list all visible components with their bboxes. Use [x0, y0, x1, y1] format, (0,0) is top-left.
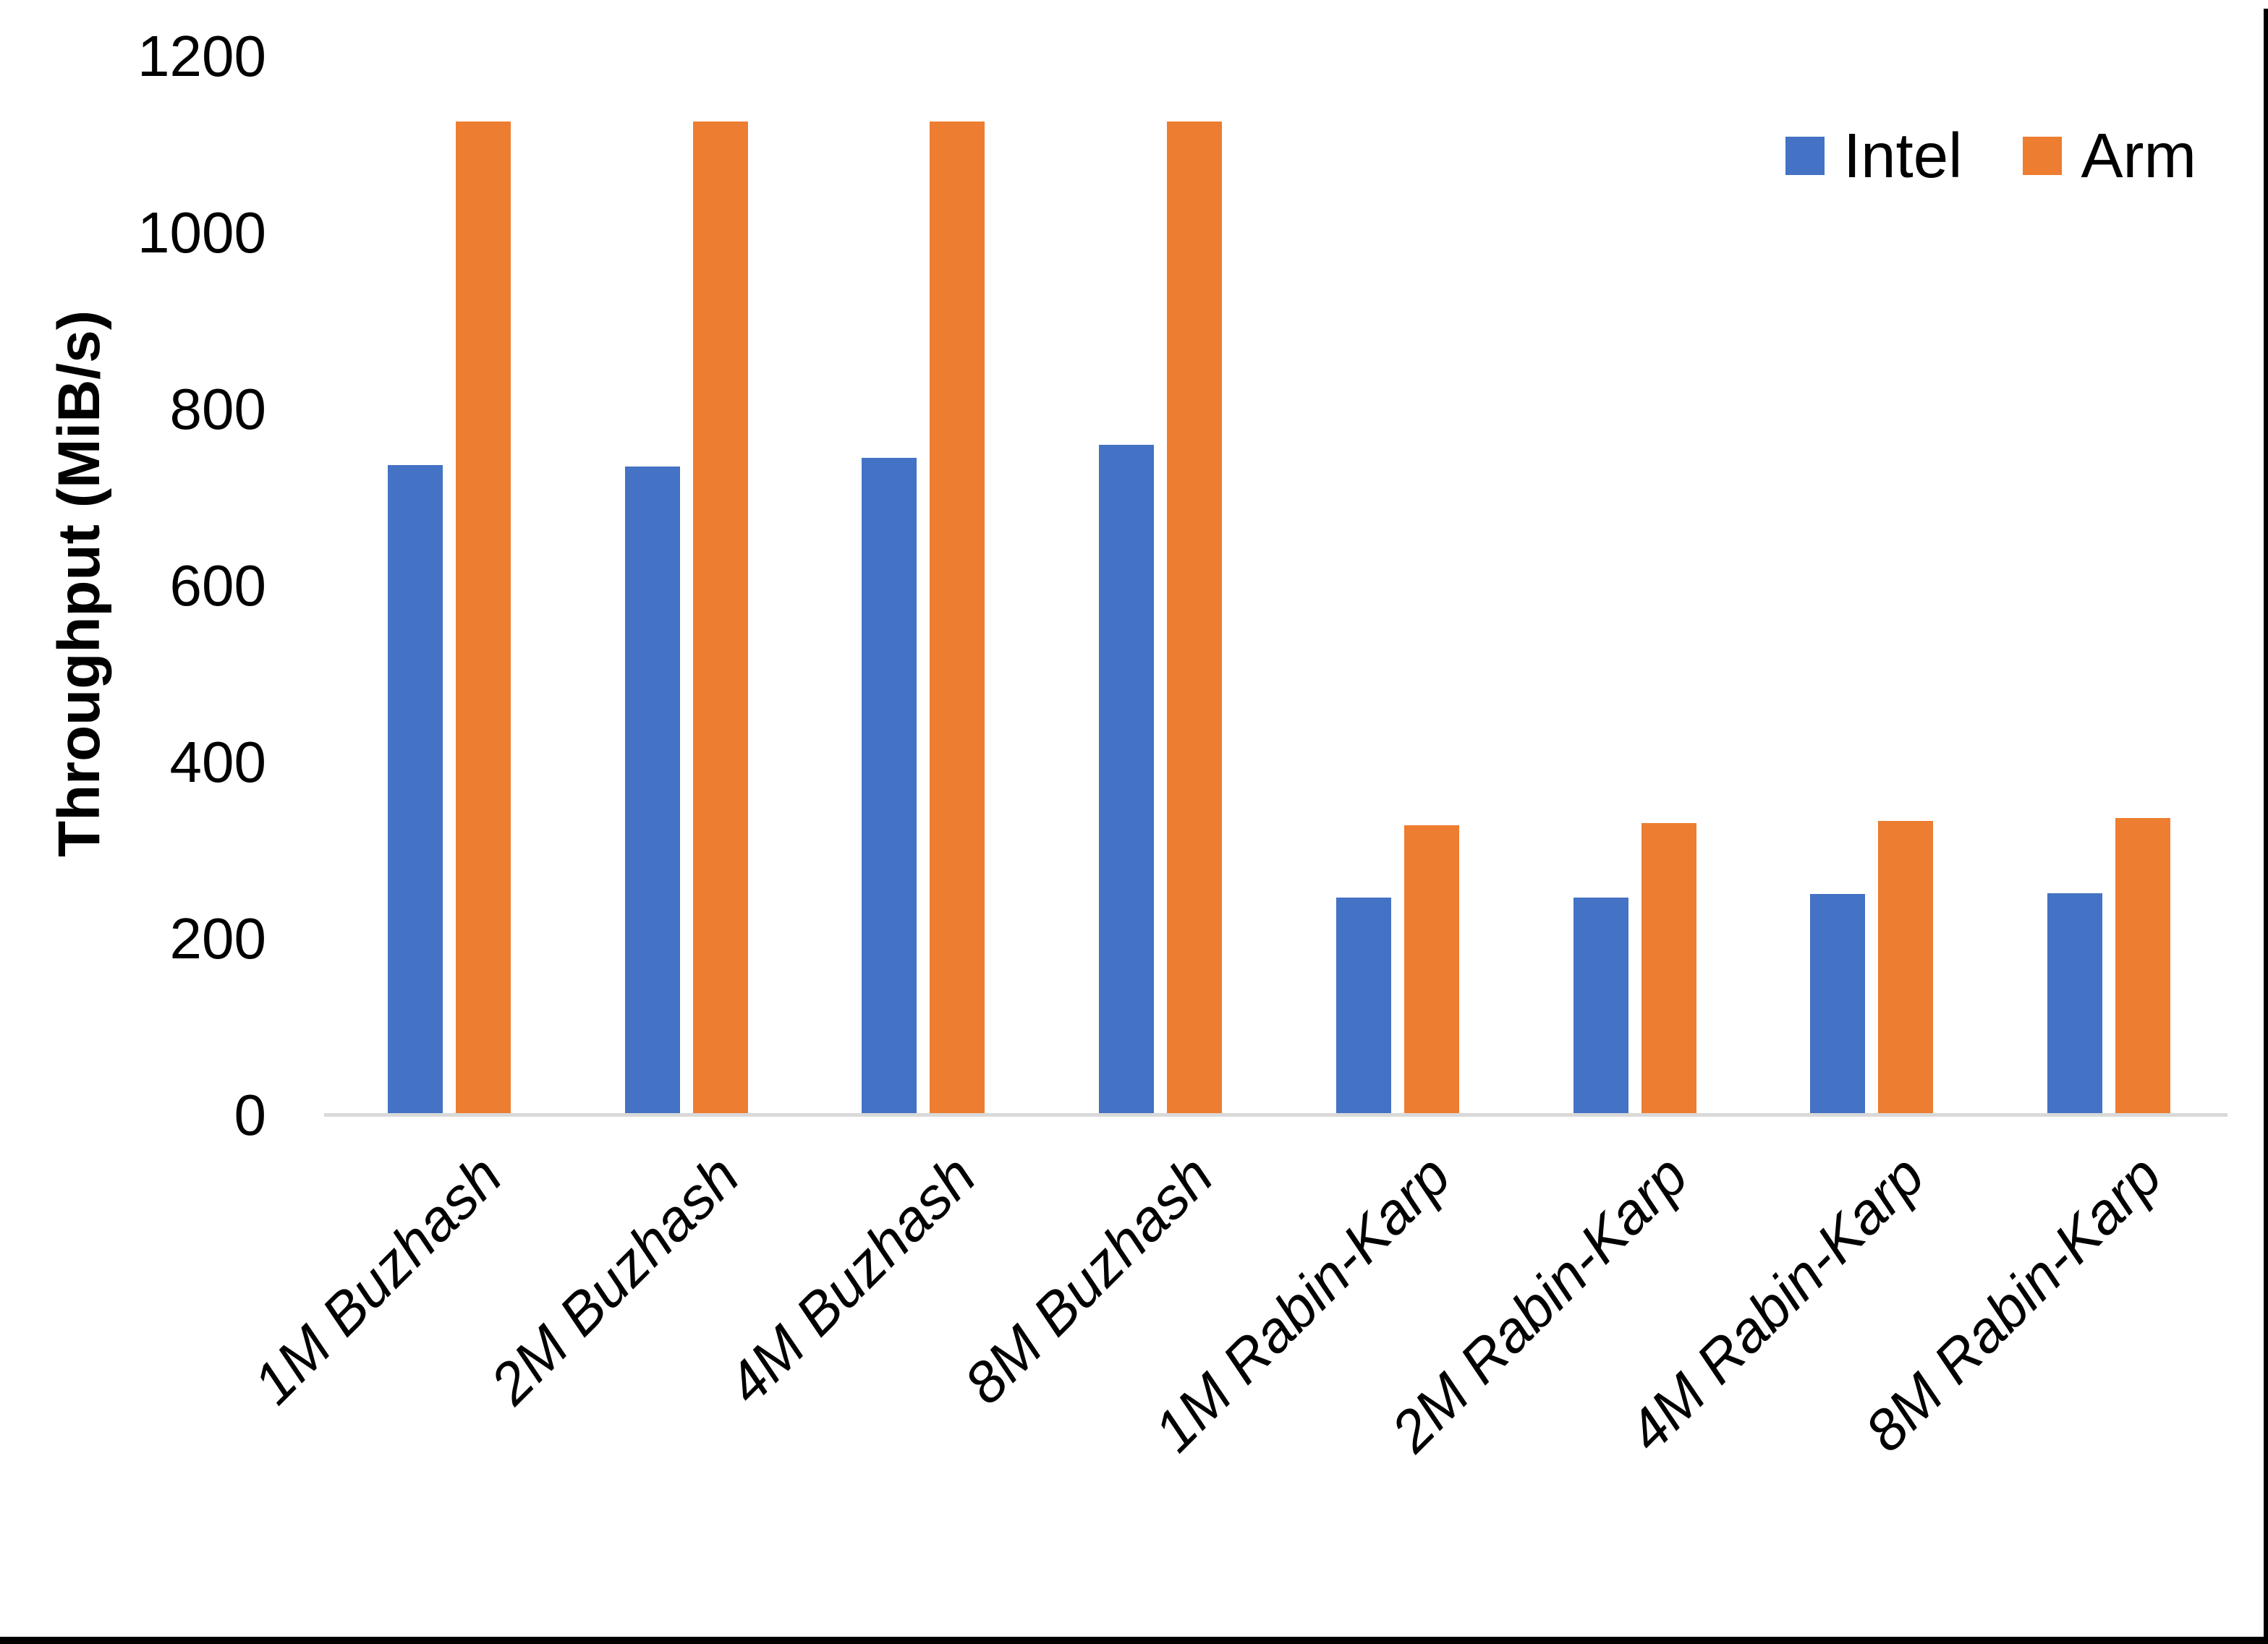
screenshot-bottom-border: [0, 1637, 2268, 1644]
bar-intel-2m-rabin-karp: [1573, 897, 1628, 1115]
bar-arm-1m-rabin-karp: [1403, 825, 1459, 1115]
legend-item-intel: Intel: [1785, 124, 1962, 187]
y-tick-label-600: 600: [169, 553, 266, 618]
x-category-label-8m-buzhash: 8M Buzhash: [952, 1143, 1226, 1416]
bar-intel-4m-rabin-karp: [1810, 893, 1866, 1115]
x-category-label-4m-buzhash: 4M Buzhash: [715, 1143, 988, 1416]
legend-marker-arm: [2023, 137, 2063, 175]
bar-arm-8m-rabin-karp: [2115, 817, 2171, 1115]
x-category-label-1m-buzhash: 1M Buzhash: [240, 1143, 514, 1416]
legend-item-arm: Arm: [2023, 124, 2196, 187]
y-tick-label-0: 0: [234, 1083, 267, 1147]
y-tick-label-400: 400: [169, 730, 266, 794]
y-tick-label-800: 800: [169, 377, 266, 441]
x-category-label-2m-buzhash: 2M Buzhash: [477, 1143, 752, 1416]
legend-label-arm: Arm: [2081, 121, 2196, 191]
bar-intel-1m-rabin-karp: [1335, 897, 1391, 1115]
bar-intel-8m-rabin-karp: [2047, 893, 2103, 1115]
legend: Intel Arm: [1785, 124, 2196, 187]
screenshot-right-border: [2264, 9, 2268, 1644]
bar-intel-8m-buzhash: [1099, 444, 1155, 1115]
bar-arm-1m-buzhash: [455, 122, 511, 1115]
y-tick-label-1200: 1200: [137, 24, 266, 88]
bar-arm-2m-buzhash: [692, 122, 748, 1115]
bar-arm-4m-buzhash: [930, 122, 985, 1115]
legend-label-intel: Intel: [1843, 121, 1963, 191]
y-tick-label-1000: 1000: [137, 200, 266, 265]
x-axis-line: [324, 1113, 2227, 1117]
y-tick-label-200: 200: [169, 906, 266, 971]
bar-intel-1m-buzhash: [387, 464, 443, 1115]
bar-arm-2m-rabin-karp: [1641, 823, 1696, 1115]
bar-intel-4m-buzhash: [862, 458, 917, 1115]
bar-arm-4m-rabin-karp: [1878, 820, 1934, 1115]
bar-intel-2m-buzhash: [624, 467, 680, 1115]
bar-arm-8m-buzhash: [1167, 122, 1223, 1115]
legend-marker-intel: [1785, 137, 1825, 175]
